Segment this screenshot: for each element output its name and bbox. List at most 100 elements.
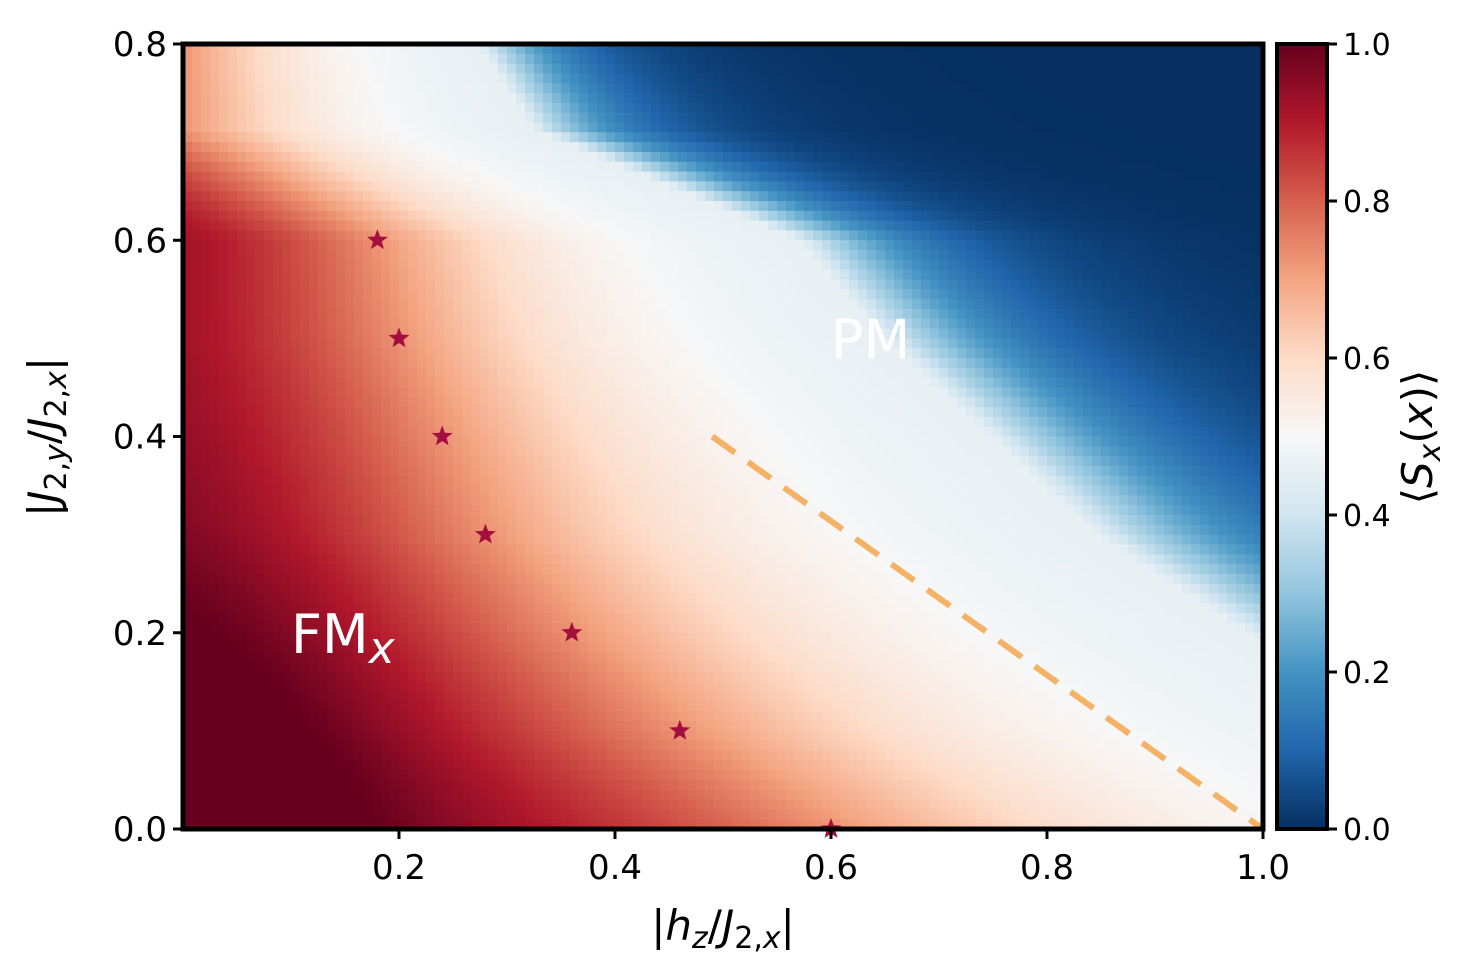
heatmap-cell xyxy=(1218,299,1228,310)
heatmap-cell xyxy=(750,289,760,300)
heatmap-cell xyxy=(282,358,292,369)
heatmap-cell xyxy=(1101,161,1111,173)
heatmap-cell xyxy=(480,397,490,408)
heatmap-cell xyxy=(732,318,742,330)
heatmap-cell xyxy=(813,426,823,438)
heatmap-cell xyxy=(210,367,220,379)
heatmap-cell xyxy=(282,259,292,271)
heatmap-cell xyxy=(327,426,337,438)
heatmap-cell xyxy=(1038,367,1048,379)
heatmap-cell xyxy=(579,259,589,271)
heatmap-cell xyxy=(1200,142,1210,153)
heatmap-cell xyxy=(453,416,463,428)
heatmap-cell xyxy=(426,289,436,300)
heatmap-cell xyxy=(579,269,589,281)
heatmap-cell xyxy=(417,299,427,310)
heatmap-cell xyxy=(300,122,310,133)
heatmap-cell xyxy=(273,151,283,163)
heatmap-cell xyxy=(804,181,814,192)
heatmap-cell xyxy=(669,299,679,310)
heatmap-cell xyxy=(435,299,445,310)
heatmap-cell xyxy=(840,426,850,438)
heatmap-cell xyxy=(1245,112,1255,124)
heatmap-cell xyxy=(579,151,589,163)
heatmap-cell xyxy=(606,201,616,212)
heatmap-cell xyxy=(579,191,589,202)
heatmap-cell xyxy=(597,151,607,163)
heatmap-cell xyxy=(741,142,751,153)
heatmap-cell xyxy=(660,436,670,447)
heatmap-cell xyxy=(633,240,643,251)
heatmap-cell xyxy=(354,269,364,281)
heatmap-cell xyxy=(1209,426,1219,438)
heatmap-cell xyxy=(408,269,418,281)
heatmap-cell xyxy=(966,289,976,300)
heatmap-cell xyxy=(462,142,472,153)
heatmap-cell xyxy=(1200,132,1210,143)
heatmap-cell xyxy=(723,171,733,182)
heatmap-cell xyxy=(1245,151,1255,163)
heatmap-cell xyxy=(525,436,535,447)
heatmap-cell xyxy=(1020,240,1030,251)
heatmap-cell xyxy=(1191,426,1201,438)
heatmap-cell xyxy=(876,446,886,457)
heatmap-cell xyxy=(759,44,769,55)
heatmap-cell xyxy=(957,279,967,290)
heatmap-cell xyxy=(759,318,769,330)
heatmap-cell xyxy=(867,93,877,104)
heatmap-cell xyxy=(381,191,391,202)
heatmap-cell xyxy=(336,122,346,133)
heatmap-cell xyxy=(678,53,688,65)
heatmap-cell xyxy=(597,142,607,153)
heatmap-cell xyxy=(201,220,211,232)
heatmap-cell xyxy=(1038,83,1048,94)
heatmap-cell xyxy=(1038,259,1048,271)
heatmap-cell xyxy=(876,377,886,389)
heatmap-cell xyxy=(489,171,499,182)
heatmap-cell xyxy=(192,220,202,232)
heatmap-cell xyxy=(309,397,319,408)
heatmap-cell xyxy=(264,299,274,310)
heatmap-cell xyxy=(1254,44,1263,55)
heatmap-cell xyxy=(633,181,643,192)
heatmap-cell xyxy=(552,397,562,408)
heatmap-cell xyxy=(858,112,868,124)
heatmap-cell xyxy=(777,416,787,428)
heatmap-cell xyxy=(912,44,922,55)
heatmap-cell xyxy=(966,151,976,163)
heatmap-cell xyxy=(741,269,751,281)
heatmap-cell xyxy=(480,259,490,271)
heatmap-cell xyxy=(813,201,823,212)
heatmap-cell xyxy=(471,416,481,428)
heatmap-cell xyxy=(1011,367,1021,379)
heatmap-cell xyxy=(498,289,508,300)
heatmap-cell xyxy=(264,44,274,55)
heatmap-cell xyxy=(876,407,886,418)
heatmap-cell xyxy=(975,102,985,114)
heatmap-cell xyxy=(426,279,436,290)
heatmap-cell xyxy=(678,161,688,173)
heatmap-cell xyxy=(849,436,859,447)
heatmap-cell xyxy=(363,348,373,359)
heatmap-cell xyxy=(1218,220,1228,232)
heatmap-cell xyxy=(867,328,877,339)
heatmap-cell xyxy=(363,151,373,163)
heatmap-cell xyxy=(975,93,985,104)
heatmap-cell xyxy=(579,102,589,114)
heatmap-cell xyxy=(498,416,508,428)
heatmap-cell xyxy=(678,328,688,339)
heatmap-cell xyxy=(1020,367,1030,379)
heatmap-cell xyxy=(633,407,643,418)
heatmap-cell xyxy=(534,358,544,369)
heatmap-cell xyxy=(309,83,319,94)
heatmap-cell xyxy=(1092,416,1102,428)
heatmap-cell xyxy=(732,397,742,408)
heatmap-cell xyxy=(768,446,778,457)
heatmap-cell xyxy=(777,436,787,447)
heatmap-cell xyxy=(327,387,337,398)
heatmap-cell xyxy=(840,269,850,281)
heatmap-cell xyxy=(498,44,508,55)
heatmap-cell xyxy=(255,308,265,320)
heatmap-cell xyxy=(741,416,751,428)
heatmap-cell xyxy=(867,191,877,202)
